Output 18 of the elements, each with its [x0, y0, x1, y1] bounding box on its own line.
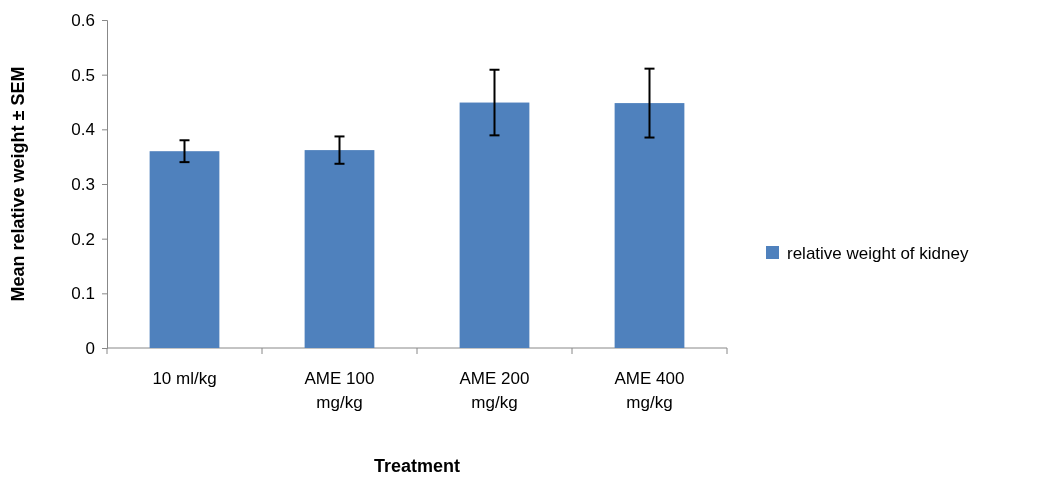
- x-tick-label: 10 ml/kg: [152, 369, 217, 388]
- y-tick-label: 0.6: [71, 10, 95, 30]
- y-axis-title: Mean relative weight ± SEM: [8, 66, 28, 302]
- bar: [304, 150, 375, 348]
- bar: [459, 102, 530, 348]
- legend-label: relative weight of kidney: [787, 244, 969, 263]
- bar: [614, 103, 685, 348]
- y-tick-label: 0.5: [71, 65, 95, 85]
- x-tick-label: AME 400 mg/kg: [614, 369, 685, 412]
- y-tick-label: 0.3: [71, 174, 95, 194]
- bar: [149, 151, 220, 348]
- y-tick-label: 0.2: [71, 229, 95, 249]
- x-tick-label: AME 200 mg/kg: [459, 369, 530, 412]
- x-axis-title: Treatment: [373, 456, 461, 476]
- y-tick-label: 0.4: [71, 120, 95, 140]
- x-tick-label: AME 100 mg/kg: [304, 369, 375, 412]
- y-tick-label: 0: [85, 338, 95, 358]
- y-tick-label: 0.1: [71, 284, 95, 304]
